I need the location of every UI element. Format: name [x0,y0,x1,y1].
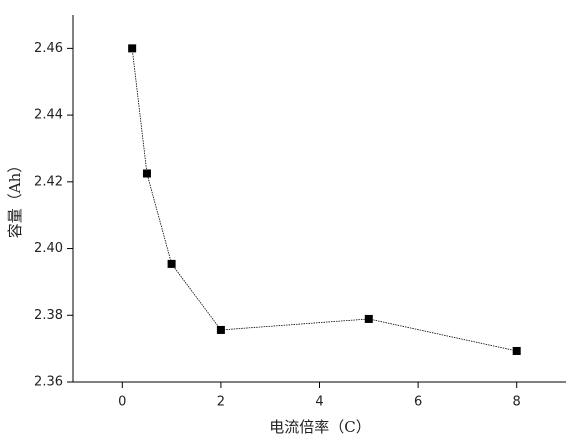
y-tick-label: 2.44 [34,108,63,123]
x-tick-label: 6 [414,395,422,410]
x-tick-label: 2 [217,395,225,410]
y-tick-label: 2.36 [34,375,63,390]
x-tick-label: 8 [513,395,521,410]
x-tick-label: 4 [315,395,323,410]
marker [512,346,521,355]
marker [216,325,225,334]
y-tick-label: 2.42 [34,174,63,189]
marker [142,169,151,178]
marker [167,259,176,268]
series-line [131,48,517,352]
y-axis-label: 容量（Ah） [6,158,24,239]
marker [128,44,137,53]
marker [364,314,373,323]
y-tick-label: 2.38 [34,308,63,323]
y-tick-label: 2.40 [34,241,63,256]
x-tick-label: 0 [118,395,126,410]
y-tick-label: 2.46 [34,41,63,56]
x-axis-label: 电流倍率（C） [269,418,370,436]
